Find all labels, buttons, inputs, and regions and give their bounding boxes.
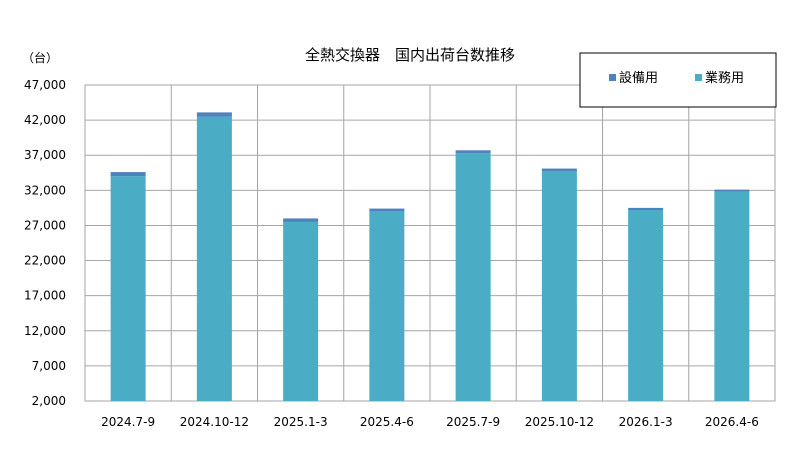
bar-commercial — [541, 171, 577, 401]
y-tick-label: 17,000 — [24, 289, 66, 303]
legend-label-commercial: 業務用 — [705, 70, 744, 86]
y-tick-label: 42,000 — [24, 113, 66, 127]
x-tick-label: 2025.4-6 — [360, 415, 414, 429]
bar-equipment — [714, 189, 750, 192]
bar-equipment — [110, 172, 146, 177]
x-tick-label: 2024.7-9 — [101, 415, 155, 429]
y-unit-label: （台） — [22, 50, 58, 65]
y-tick-label: 12,000 — [24, 324, 66, 338]
y-tick-label: 47,000 — [24, 78, 66, 92]
x-tick-label: 2025.7-9 — [446, 415, 500, 429]
bar-commercial — [196, 116, 232, 401]
bar-equipment — [283, 218, 319, 222]
legend: 設備用 業務用 — [579, 52, 777, 108]
bar-equipment — [196, 112, 232, 117]
y-tick-label: 7,000 — [32, 359, 66, 373]
x-tick-label: 2026.4-6 — [705, 415, 759, 429]
bar-commercial — [369, 211, 405, 401]
x-tick-label: 2025.1-3 — [274, 415, 328, 429]
bar-commercial — [628, 209, 664, 401]
y-tick-label: 32,000 — [24, 183, 66, 197]
x-tick-label: 2024.10-12 — [180, 415, 249, 429]
bar-equipment — [369, 208, 405, 212]
y-tick-label: 27,000 — [24, 218, 66, 232]
y-tick-label: 37,000 — [24, 148, 66, 162]
bar-commercial — [455, 153, 491, 401]
legend-label-equipment: 設備用 — [619, 70, 658, 86]
grid-lines — [85, 85, 775, 401]
bars — [110, 112, 750, 401]
y-axis: 2,000 7,000 12,000 17,000 22,000 27,000 32,000… — [24, 78, 66, 408]
y-tick-label: 22,000 — [24, 254, 66, 268]
chart-title: 全熱交換器 国内出荷台数推移 — [305, 46, 515, 64]
bar-equipment — [455, 150, 491, 154]
x-tick-label: 2025.10-12 — [525, 415, 594, 429]
legend-swatch-equipment — [609, 74, 616, 81]
legend-swatch-commercial — [695, 74, 702, 81]
bar-commercial — [110, 176, 146, 401]
bar-commercial — [714, 191, 750, 401]
x-axis: 2024.7-9 2024.10-12 2025.1-3 2025.4-6 2025.7… — [101, 415, 759, 429]
x-tick-label: 2026.1-3 — [619, 415, 673, 429]
bar-commercial — [283, 221, 319, 401]
bar-equipment — [541, 168, 577, 172]
y-tick-label: 2,000 — [32, 394, 66, 408]
bar-equipment — [628, 207, 664, 210]
